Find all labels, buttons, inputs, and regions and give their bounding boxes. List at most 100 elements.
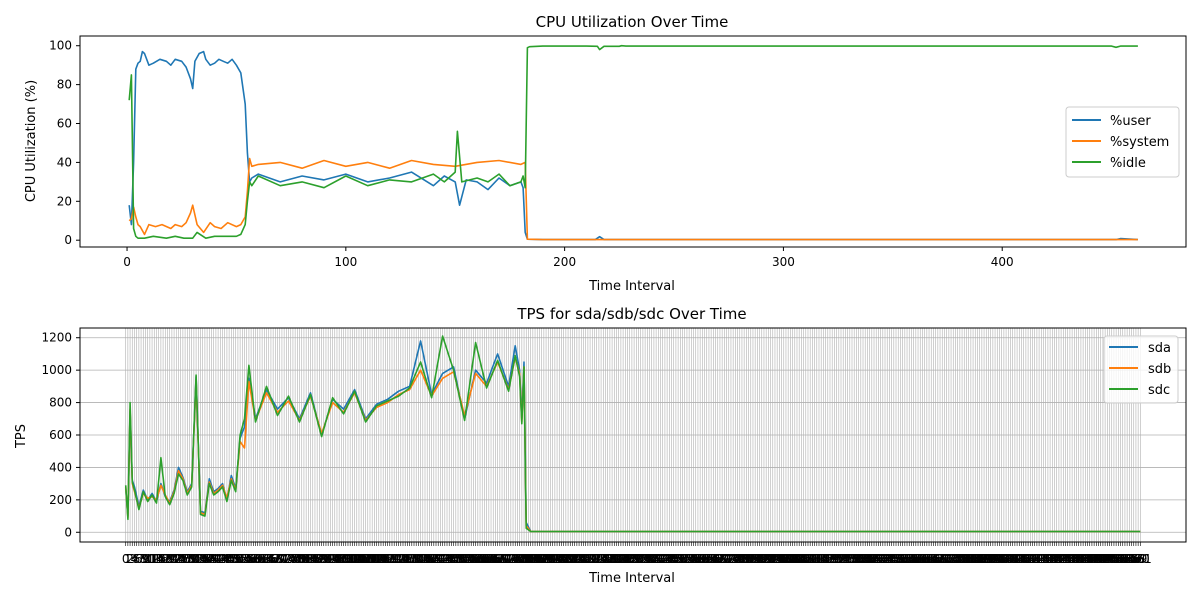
cpu-ytick-label-60: 60 xyxy=(57,117,72,131)
tps-xtick-label: 177 xyxy=(504,552,527,566)
tps-xtick-label: 63 xyxy=(257,552,272,566)
tps-xtick-label: 257 xyxy=(680,552,703,566)
tps-xtick-label: 300 xyxy=(775,552,798,566)
tps-xtick-label: 311 xyxy=(799,552,822,566)
tps-xtick-label: 420 xyxy=(1039,552,1062,566)
tps-xtick-label: 43 xyxy=(213,552,228,566)
tps-xtick-label: 149 xyxy=(442,552,465,566)
tps-xtick-label: 237 xyxy=(636,552,659,566)
tps-xtick-label: 338 xyxy=(858,552,881,566)
tps-ytick-label-600: 600 xyxy=(49,428,72,442)
tps-xtick-label: 256 xyxy=(678,552,701,566)
tps-xtick-label: 146 xyxy=(436,552,459,566)
tps-xtick-label: 138 xyxy=(418,552,441,566)
tps-xtick-label: 435 xyxy=(1072,552,1095,566)
tps-xtick-label: 109 xyxy=(354,552,377,566)
tps-xtick-label: 260 xyxy=(686,552,709,566)
tps-xtick-label: 314 xyxy=(805,552,828,566)
tps-xtick-label: 400 xyxy=(995,552,1018,566)
tps-legend-label-sdb: sdb xyxy=(1148,362,1171,377)
tps-xtick-label: 113 xyxy=(363,552,386,566)
tps-xtick-label: 245 xyxy=(653,552,676,566)
tps-xtick-label: 68 xyxy=(268,552,283,566)
tps-xtick-label: 437 xyxy=(1076,552,1099,566)
tps-xtick-label: 61 xyxy=(252,552,267,566)
tps-xtick-label: 89 xyxy=(314,552,329,566)
tps-xtick-label: 69 xyxy=(270,552,285,566)
tps-xtick-label: 331 xyxy=(843,552,866,566)
tps-xtick-label: 74 xyxy=(281,552,296,566)
tps-xtick-label: 259 xyxy=(684,552,707,566)
tps-xtick-label: 166 xyxy=(480,552,503,566)
tps-xtick-label: 261 xyxy=(689,552,712,566)
tps-xtick-label: 250 xyxy=(664,552,687,566)
tps-xtick-label: 117 xyxy=(372,552,395,566)
tps-xtick-label: 165 xyxy=(477,552,500,566)
tps-xtick-label: 39 xyxy=(204,552,219,566)
tps-xtick-label: 218 xyxy=(594,552,617,566)
tps-xtick-label: 295 xyxy=(764,552,787,566)
tps-xtick-label: 414 xyxy=(1025,552,1048,566)
tps-xtick-label: 388 xyxy=(968,552,991,566)
tps-chart-frame xyxy=(79,327,1187,543)
tps-xtick-label: 253 xyxy=(671,552,694,566)
tps-xtick-label: 429 xyxy=(1058,552,1081,566)
cpu-legend-label-idle: %idle xyxy=(1110,156,1146,171)
tps-xtick-label: 153 xyxy=(451,552,474,566)
cpu-chart: CPU Utilization Over Time 0 100 200 300 4000… xyxy=(24,13,1187,294)
tps-xtick-label: 431 xyxy=(1063,552,1086,566)
tps-xtick-label: 115 xyxy=(367,552,390,566)
tps-xtick-label: 358 xyxy=(902,552,925,566)
tps-xtick-label: 398 xyxy=(990,552,1013,566)
tps-xtick-label: 92 xyxy=(321,552,336,566)
tps-xtick-label: 428 xyxy=(1056,552,1079,566)
tps-xtick-label: 24 xyxy=(171,552,186,566)
tps-xtick-label: 282 xyxy=(735,552,758,566)
tps-xtick-label: 148 xyxy=(440,552,463,566)
tps-xtick-label: 425 xyxy=(1050,552,1073,566)
tps-chart-xlabel: Time Interval xyxy=(588,571,675,586)
tps-xtick-label: 416 xyxy=(1030,552,1053,566)
tps-xtick-label: 212 xyxy=(581,552,604,566)
tps-xtick-label: 66 xyxy=(263,552,278,566)
cpu-chart-xlabel: Time Interval xyxy=(588,279,675,294)
tps-xtick-label: 36 xyxy=(197,552,212,566)
tps-xtick-label: 399 xyxy=(992,552,1015,566)
cpu-xtick-label-100: 100 xyxy=(334,255,357,269)
tps-xtick-label: 187 xyxy=(526,552,549,566)
tps-xtick-label: 304 xyxy=(783,552,806,566)
tps-xtick-label: 319 xyxy=(816,552,839,566)
tps-xtick-label: 141 xyxy=(425,552,448,566)
tps-xtick-label: 158 xyxy=(462,552,485,566)
tps-xtick-label: 87 xyxy=(310,552,325,566)
cpu-xtick-label-0: 0 xyxy=(123,255,131,269)
tps-xtick-label: 110 xyxy=(356,552,379,566)
tps-xtick-label: 90 xyxy=(316,552,331,566)
tps-xtick-label: 427 xyxy=(1054,552,1077,566)
tps-xtick-label: 219 xyxy=(596,552,619,566)
tps-xtick-label: 234 xyxy=(629,552,652,566)
tps-xtick-label: 369 xyxy=(926,552,949,566)
tps-xtick-label: 266 xyxy=(700,552,723,566)
tps-xtick-label: 247 xyxy=(658,552,681,566)
tps-xtick-label: 88 xyxy=(312,552,327,566)
tps-xtick-label: 96 xyxy=(329,552,344,566)
tps-xtick-label: 350 xyxy=(885,552,908,566)
tps-xtick-label: 451 xyxy=(1107,552,1130,566)
tps-xtick-label: 454 xyxy=(1113,552,1136,566)
tps-xtick-label: 453 xyxy=(1111,552,1134,566)
tps-xtick-label: 249 xyxy=(662,552,685,566)
tps-xtick-label: 95 xyxy=(327,552,342,566)
tps-xtick-label: 267 xyxy=(702,552,725,566)
tps-xtick-label: 286 xyxy=(744,552,767,566)
tps-ytick-label-1000: 1000 xyxy=(41,363,72,377)
tps-xtick-label: 97 xyxy=(332,552,347,566)
tps-ytick-label-400: 400 xyxy=(49,460,72,474)
tps-xtick-label: 353 xyxy=(891,552,914,566)
tps-xtick-label: 217 xyxy=(592,552,615,566)
tps-xtick-label: 417 xyxy=(1032,552,1055,566)
tps-xtick-label: 301 xyxy=(777,552,800,566)
tps-xtick-label: 2 xyxy=(126,552,134,566)
tps-xtick-label: 335 xyxy=(852,552,875,566)
tps-xtick-label: 285 xyxy=(742,552,765,566)
